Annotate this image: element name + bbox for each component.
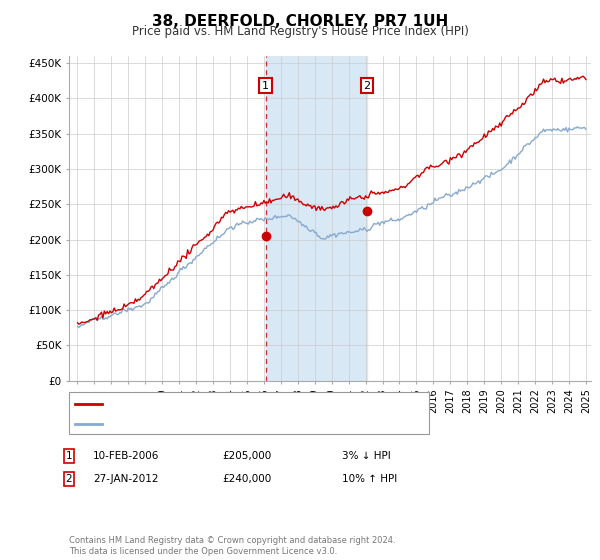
Text: 10% ↑ HPI: 10% ↑ HPI xyxy=(342,474,397,484)
Text: 2: 2 xyxy=(65,474,73,484)
Text: £240,000: £240,000 xyxy=(222,474,271,484)
Text: 2: 2 xyxy=(364,81,371,91)
Text: £205,000: £205,000 xyxy=(222,451,271,461)
Text: 1: 1 xyxy=(262,81,269,91)
Text: 3% ↓ HPI: 3% ↓ HPI xyxy=(342,451,391,461)
Text: 38, DEERFOLD, CHORLEY, PR7 1UH: 38, DEERFOLD, CHORLEY, PR7 1UH xyxy=(152,14,448,29)
Bar xyxy=(266,56,367,381)
Text: 1: 1 xyxy=(65,451,73,461)
Text: Contains HM Land Registry data © Crown copyright and database right 2024.
This d: Contains HM Land Registry data © Crown c… xyxy=(69,536,395,556)
Text: 10-FEB-2006: 10-FEB-2006 xyxy=(93,451,160,461)
Text: HPI: Average price, detached house, Chorley: HPI: Average price, detached house, Chor… xyxy=(108,418,341,428)
Text: Price paid vs. HM Land Registry's House Price Index (HPI): Price paid vs. HM Land Registry's House … xyxy=(131,25,469,38)
Text: 27-JAN-2012: 27-JAN-2012 xyxy=(93,474,158,484)
Text: 38, DEERFOLD, CHORLEY, PR7 1UH (detached house): 38, DEERFOLD, CHORLEY, PR7 1UH (detached… xyxy=(108,399,386,409)
